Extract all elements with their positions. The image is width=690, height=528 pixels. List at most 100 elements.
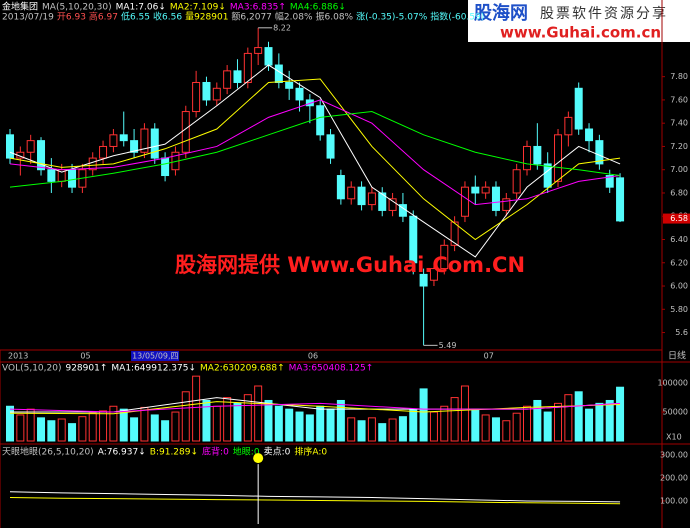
price-tag: 6.58 xyxy=(670,214,688,223)
volume-bar xyxy=(192,375,201,442)
volume-bar xyxy=(481,414,490,442)
candle-body xyxy=(274,64,283,83)
y-tick-label: 7.40 xyxy=(670,119,688,128)
ma-line xyxy=(9,491,621,503)
candle-body xyxy=(440,244,449,270)
volume-bar xyxy=(233,402,242,442)
candle-body xyxy=(564,116,573,136)
y-tick-label: 50000 xyxy=(663,408,688,417)
volume-bar xyxy=(440,405,449,442)
candle-body xyxy=(37,140,46,171)
candle-body xyxy=(47,169,56,182)
y-tick-label: 6.20 xyxy=(670,258,688,267)
candle-body xyxy=(429,268,438,281)
volume-bar xyxy=(502,420,511,442)
volume-bar xyxy=(554,402,563,442)
header-item: MA3:650408.125↑ xyxy=(289,364,374,374)
volume-bar xyxy=(326,408,335,442)
volume-bar xyxy=(295,411,304,442)
logo-subtitle: 股票软件资源分享 xyxy=(540,5,668,22)
header-item: MA1:649912.375↓ xyxy=(111,364,196,374)
x-tick-label: 06 xyxy=(308,352,318,361)
candle-body xyxy=(347,186,356,200)
info-item: 涨(-0.35)-5.07% xyxy=(356,12,428,23)
volume-bar xyxy=(47,420,56,442)
candle-body xyxy=(378,192,387,211)
volume-bar xyxy=(316,405,325,442)
candle-body xyxy=(481,186,490,194)
candle-body xyxy=(26,140,35,153)
watermark: 股海网提供 Www.Guhai.Com.CN xyxy=(175,253,525,277)
candle-body xyxy=(419,273,428,287)
x-tick-label: 05 xyxy=(80,352,90,361)
volume-bar xyxy=(57,418,66,442)
unit-label: X10 xyxy=(666,433,682,442)
volume-bar xyxy=(130,417,139,442)
candle-body xyxy=(574,87,583,130)
volume-bar xyxy=(243,394,252,442)
x-tick-label: 13/05/09,四 xyxy=(132,352,178,361)
candle-body xyxy=(305,99,314,107)
volume-bar xyxy=(88,412,97,442)
volume-bar xyxy=(398,416,407,442)
volume-bar xyxy=(264,399,273,442)
header-item: MA1:7.06↓ xyxy=(116,3,166,13)
candle-body xyxy=(212,87,221,101)
header-item: MA(5,10,20,30) xyxy=(42,3,112,13)
info-item: 2013/07/19 xyxy=(2,13,54,23)
volume-bar xyxy=(274,405,283,442)
volume-bar xyxy=(419,388,428,442)
candle-body xyxy=(336,175,345,200)
x-tick-label: 07 xyxy=(484,352,494,361)
y-tick-label: 6.00 xyxy=(670,282,688,291)
candle-body xyxy=(605,175,614,188)
candle-body xyxy=(109,134,118,147)
header-item: 928901↑ xyxy=(65,364,107,374)
volume-bar xyxy=(305,414,314,442)
volume-bar xyxy=(161,420,170,442)
y-tick-label: 7.00 xyxy=(670,165,688,174)
candle-body xyxy=(295,87,304,101)
volume-bar xyxy=(409,408,418,442)
y-tick-label: 6.80 xyxy=(670,188,688,197)
period-label: 日线 xyxy=(668,350,686,362)
ma-line xyxy=(9,64,621,258)
candle-body xyxy=(181,111,190,153)
info-item: 指数(-60.59) xyxy=(430,11,484,23)
volume-bar xyxy=(616,386,625,442)
volume-bar xyxy=(543,411,552,442)
candle-body xyxy=(471,186,480,194)
info-item: 高6.97 xyxy=(89,11,118,23)
y-tick-label: 5.6 xyxy=(675,328,688,337)
header-item: B:91.289↓ xyxy=(150,448,198,458)
candle-body xyxy=(161,157,170,177)
ma-line xyxy=(9,78,621,241)
candle-body xyxy=(357,186,366,206)
candle-body xyxy=(326,134,335,159)
volume-bar xyxy=(285,408,294,442)
header-item: MA3:6.835↑ xyxy=(230,3,286,13)
candle-body xyxy=(533,145,542,165)
logo-url: www.Guhai.com.cn xyxy=(500,24,661,42)
candle-body xyxy=(68,169,77,188)
header-item: MA4:6.886↓ xyxy=(290,3,346,13)
volume-bar xyxy=(202,399,211,442)
candle-body xyxy=(543,163,552,188)
header-item: 底背:0 xyxy=(202,446,229,458)
y-tick-label: 7.80 xyxy=(670,72,688,81)
candle-body xyxy=(202,81,211,101)
volume-bar xyxy=(336,399,345,442)
volume-bar xyxy=(357,420,366,442)
y-tick-label: 7.60 xyxy=(670,95,688,104)
info-item: 低6.55 xyxy=(121,11,150,23)
candle-body xyxy=(388,198,397,211)
volume-bar xyxy=(605,399,614,442)
ma-line xyxy=(9,401,621,415)
y-tick-label: 200.00 xyxy=(660,473,688,482)
candle-body xyxy=(223,70,232,89)
info-item: 收6.56 xyxy=(153,11,182,23)
y-tick-label: 6.40 xyxy=(670,235,688,244)
candle-body xyxy=(409,215,418,264)
